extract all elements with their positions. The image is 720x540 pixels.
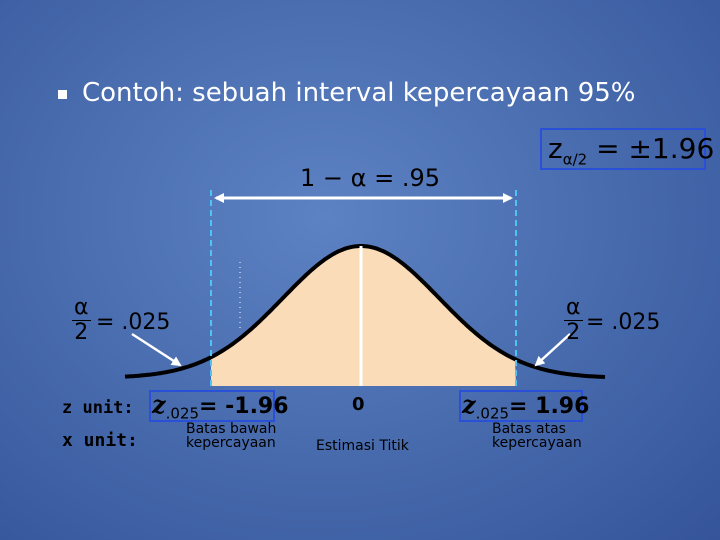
lower-bound-line1: Batas bawah bbox=[186, 421, 277, 437]
lower-bound-label: Batas bawah kepercayaan bbox=[186, 422, 276, 450]
confidence-formula: 1 − α = .95 bbox=[300, 164, 440, 192]
upper-bound-label: Batas atas kepercayaan bbox=[492, 422, 582, 450]
x-unit-label: x unit: bbox=[62, 430, 138, 451]
z-alpha-half-value: = ±1.96 bbox=[596, 132, 715, 165]
z-alpha-half-box bbox=[540, 128, 706, 170]
normal-curve bbox=[124, 244, 606, 379]
lower-bound-line2: kepercayaan bbox=[186, 435, 276, 451]
center-z-value: 0 bbox=[352, 394, 365, 415]
z-alpha-half-formula: zα/2 = ±1.96 bbox=[548, 132, 714, 169]
z-upper-value: z.025= 1.96 bbox=[462, 390, 589, 422]
alpha-fraction-left: α 2 bbox=[72, 296, 91, 345]
point-estimate-label: Estimasi Titik bbox=[316, 438, 409, 454]
z-upper-sub: .025 bbox=[475, 404, 510, 423]
alpha-rhs-right: = .025 bbox=[586, 310, 661, 335]
bullet-icon bbox=[58, 90, 67, 99]
alpha-num-left: α bbox=[72, 295, 91, 321]
confidence-area bbox=[211, 246, 516, 386]
alpha-num-right: α bbox=[564, 295, 583, 321]
z-upper-box bbox=[459, 390, 583, 422]
z-lower-box bbox=[149, 390, 275, 422]
upper-bound-line1: Batas atas bbox=[492, 421, 566, 437]
alpha-den-right: 2 bbox=[566, 320, 581, 345]
z-alpha-half-sub: α/2 bbox=[562, 150, 588, 169]
z-lower-sub: .025 bbox=[165, 404, 200, 423]
upper-bound-line2: kepercayaan bbox=[492, 435, 582, 451]
z-lower-number: = -1.96 bbox=[199, 394, 289, 419]
right-tail-arrow bbox=[534, 333, 571, 367]
z-lower-value: z.025= -1.96 bbox=[152, 390, 289, 422]
z-upper-number: = 1.96 bbox=[509, 394, 590, 419]
z-upper-symbol: z bbox=[462, 390, 476, 419]
z-alpha-half-label: z bbox=[548, 132, 563, 165]
slide-title: Contoh: sebuah interval kepercayaan 95% bbox=[82, 78, 636, 108]
alpha-rhs-left: = .025 bbox=[96, 310, 171, 335]
z-lower-symbol: z bbox=[152, 390, 166, 419]
alpha-den-left: 2 bbox=[74, 320, 89, 345]
alpha-fraction-right: α 2 bbox=[564, 296, 583, 345]
left-tail-arrow bbox=[131, 332, 182, 367]
z-unit-label: z unit: bbox=[62, 398, 134, 418]
